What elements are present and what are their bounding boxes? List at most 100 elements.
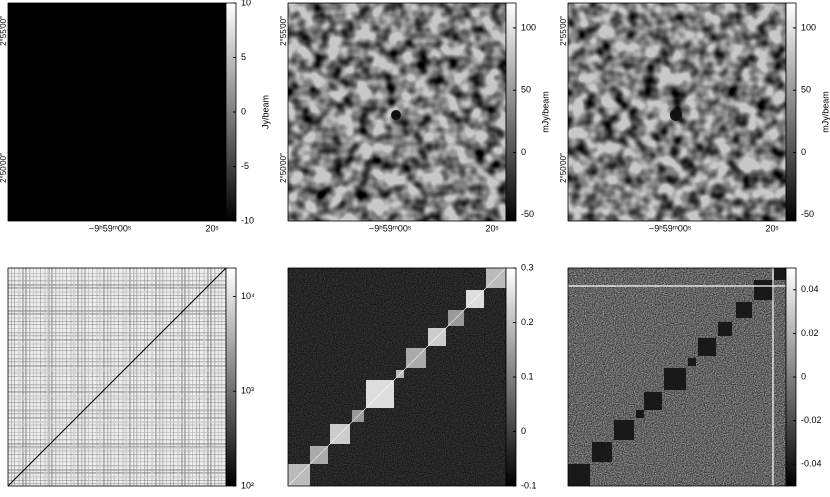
colorbar-tick-label: 5 <box>241 52 246 62</box>
block <box>736 302 752 318</box>
stripe <box>129 268 131 486</box>
stripe <box>88 268 89 486</box>
stripe <box>8 406 226 407</box>
stripe <box>8 321 226 322</box>
stripe <box>103 268 105 486</box>
stripe <box>62 268 63 486</box>
stripe <box>92 268 93 486</box>
colorbar-label: mJy/beam <box>540 91 550 133</box>
stripe <box>8 310 226 312</box>
stripe <box>8 402 226 403</box>
stripe <box>8 380 226 381</box>
stripe <box>192 268 193 486</box>
stripe <box>114 268 115 486</box>
stripe <box>221 268 222 486</box>
stripe <box>8 447 226 450</box>
stripe <box>203 268 206 486</box>
y-tick-label: 2°50′00″ <box>559 153 568 183</box>
stripe <box>159 268 161 486</box>
image-texture <box>8 3 226 221</box>
stripe <box>8 454 226 455</box>
colorbar-tick-label: -50 <box>521 209 534 219</box>
y-tick-label: 2°50′00″ <box>0 153 8 183</box>
stripe <box>96 268 99 486</box>
stripe <box>8 421 226 424</box>
diagonal <box>8 268 226 486</box>
stripe <box>8 443 226 445</box>
stripe <box>8 328 226 329</box>
stripe <box>85 268 86 486</box>
stripe <box>207 268 209 486</box>
stripe <box>70 268 73 486</box>
stripe <box>8 369 226 372</box>
stripe <box>8 432 226 433</box>
stripe <box>8 469 226 471</box>
colorbar-label: Jy/beam <box>260 95 270 129</box>
block <box>636 410 644 418</box>
colorbar-tick-label: 0.04 <box>801 284 819 294</box>
stripe <box>99 268 102 486</box>
stripe <box>8 387 226 389</box>
stripe <box>8 306 226 308</box>
stripe <box>29 268 31 486</box>
colorbar-tick-label: -0.04 <box>801 459 822 469</box>
stripe <box>8 372 226 375</box>
stripe <box>8 417 226 419</box>
stripe <box>8 313 226 315</box>
stripe <box>8 409 226 410</box>
stripe <box>8 428 226 429</box>
colorbar-tick-label: 50 <box>521 85 531 95</box>
source <box>391 110 401 120</box>
stripe <box>125 268 128 486</box>
image <box>8 3 226 221</box>
stripe <box>25 268 27 486</box>
block <box>644 392 662 410</box>
stripe <box>8 439 226 441</box>
y-tick-label: 2°55′00″ <box>279 16 288 46</box>
stripe <box>166 268 167 486</box>
colorbar-tick-label: 0 <box>801 147 806 157</box>
stripe <box>8 295 226 296</box>
stripe <box>170 268 171 486</box>
stripe <box>140 268 141 486</box>
block <box>568 464 590 486</box>
colorbar-tick-label: 0.02 <box>801 328 819 338</box>
stripe <box>173 268 174 486</box>
x-tick-label: 20ˢ <box>765 223 778 233</box>
block <box>774 268 786 280</box>
stripe <box>8 458 226 459</box>
stripe <box>22 268 24 486</box>
stripe <box>73 268 76 486</box>
stripe <box>8 413 226 415</box>
stripe <box>66 268 67 486</box>
diagonal <box>288 268 506 486</box>
colorbar-tick-label: 100 <box>521 22 536 32</box>
stripe <box>8 339 226 341</box>
stripe <box>210 268 212 486</box>
colorbar-tick-label: 100 <box>801 22 816 32</box>
stripe <box>8 343 226 346</box>
stripe <box>77 268 79 486</box>
stripe <box>8 332 226 334</box>
stripe <box>8 450 226 453</box>
colorbar-tick-label: 10⁴ <box>241 291 255 301</box>
image <box>288 268 506 486</box>
stripe <box>51 268 53 486</box>
stripe <box>8 480 226 481</box>
colorbar-tick-label: -10 <box>241 215 254 225</box>
colorbar-tick-label: 0 <box>801 371 806 381</box>
stripe <box>8 365 226 367</box>
x-tick-label: −9ʰ59ᵐ00ˢ <box>89 223 131 233</box>
stripe <box>147 268 148 486</box>
colorbar-tick-label: 0.1 <box>521 371 534 381</box>
colorbar-tick-label: 50 <box>801 85 811 95</box>
stripe <box>8 317 226 320</box>
stripe <box>107 268 109 486</box>
stripe <box>8 350 226 351</box>
stripe <box>8 424 226 427</box>
stripe <box>122 268 125 486</box>
stripe <box>8 465 226 467</box>
block <box>614 420 634 440</box>
stripe <box>14 268 15 486</box>
image <box>568 268 786 486</box>
